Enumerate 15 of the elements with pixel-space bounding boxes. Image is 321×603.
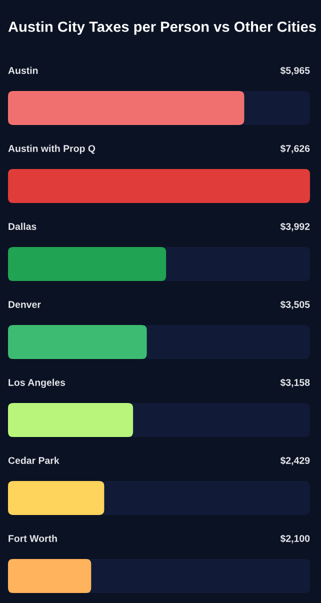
data-label: $3,505 <box>280 300 310 310</box>
y-tick-label: Cedar Park <box>8 456 60 464</box>
data-label: $3,158 <box>280 378 310 388</box>
y-tick-label: Los Angeles <box>8 378 66 388</box>
y-tick-label: Austin with Prop Q <box>8 144 96 154</box>
y-tick-label: Denver <box>8 301 41 308</box>
chart-title: Austin City Taxes per Person vs Other Cities <box>8 21 316 35</box>
data-label: $5,965 <box>280 66 310 76</box>
y-tick-label: Dallas <box>8 222 36 230</box>
data-label: $7,626 <box>280 144 310 154</box>
y-tick-label: Austin <box>8 66 38 74</box>
data-label: $2,429 <box>280 456 310 466</box>
data-label: $3,992 <box>280 222 310 232</box>
y-tick-label: Fort Worth <box>8 534 57 542</box>
data-label: $2,100 <box>280 534 310 544</box>
